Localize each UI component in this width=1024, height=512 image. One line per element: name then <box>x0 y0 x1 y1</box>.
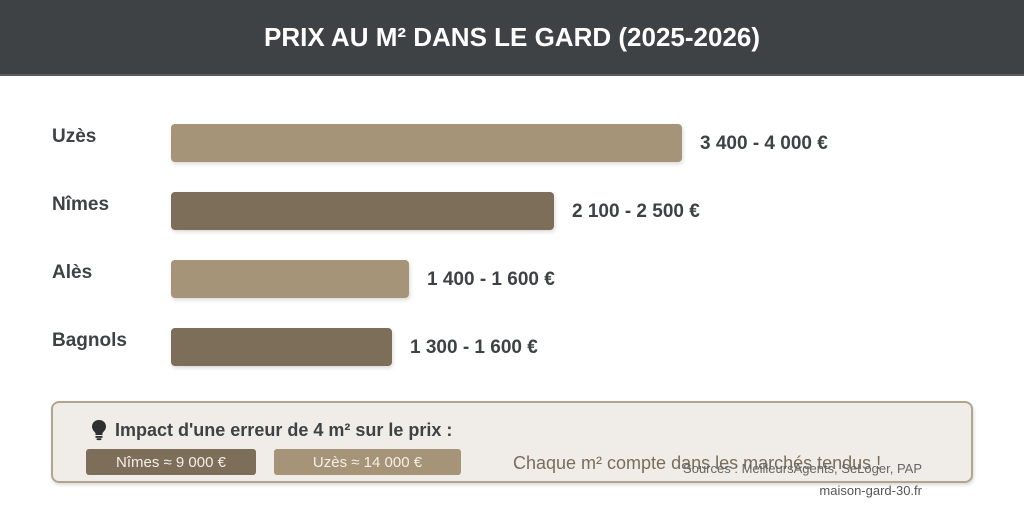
bar-label: Bagnols <box>52 330 127 351</box>
impact-title-row: Impact d'une erreur de 4 m² sur le prix … <box>91 419 452 441</box>
bar-value: 3 400 - 4 000 € <box>700 133 828 154</box>
sources-note: Sources : MeilleursAgents, SeLoger, PAP <box>683 461 922 476</box>
bar-label: Alès <box>52 262 93 283</box>
bar-value: 1 300 - 1 600 € <box>410 337 538 358</box>
site-credit: maison-gard-30.fr <box>819 483 922 498</box>
bar-row-nimes: Nîmes 2 100 - 2 500 € <box>0 192 1024 232</box>
bar-nimes <box>171 192 554 230</box>
chip-nimes: Nîmes ≈ 9 000 € <box>86 449 256 475</box>
bar-row-ales: Alès 1 400 - 1 600 € <box>0 260 1024 300</box>
bar-uzes <box>171 124 682 162</box>
chip-uzes: Uzès ≈ 14 000 € <box>274 449 461 475</box>
bar-row-uzes: Uzès 3 400 - 4 000 € <box>0 124 1024 164</box>
bar-value: 1 400 - 1 600 € <box>427 269 555 290</box>
bar-label: Uzès <box>52 126 97 147</box>
bar-ales <box>171 260 409 298</box>
chart-title: PRIX AU M² DANS LE GARD (2025-2026) <box>263 21 761 52</box>
lightbulb-icon <box>91 419 107 441</box>
bar-value: 2 100 - 2 500 € <box>572 201 700 222</box>
impact-tagline: Chaque m² compte dans les marchés tendus… <box>513 453 882 473</box>
bar-bagnols <box>171 328 392 366</box>
impact-box: Impact d'une erreur de 4 m² sur le prix … <box>51 401 973 483</box>
bar-row-bagnols: Bagnols 1 300 - 1 600 € <box>0 328 1024 368</box>
header-banner: PRIX AU M² DANS LE GARD (2025-2026) <box>0 0 1024 76</box>
bar-label: Nîmes <box>52 194 110 215</box>
impact-title: Impact d'une erreur de 4 m² sur le prix … <box>115 419 453 440</box>
